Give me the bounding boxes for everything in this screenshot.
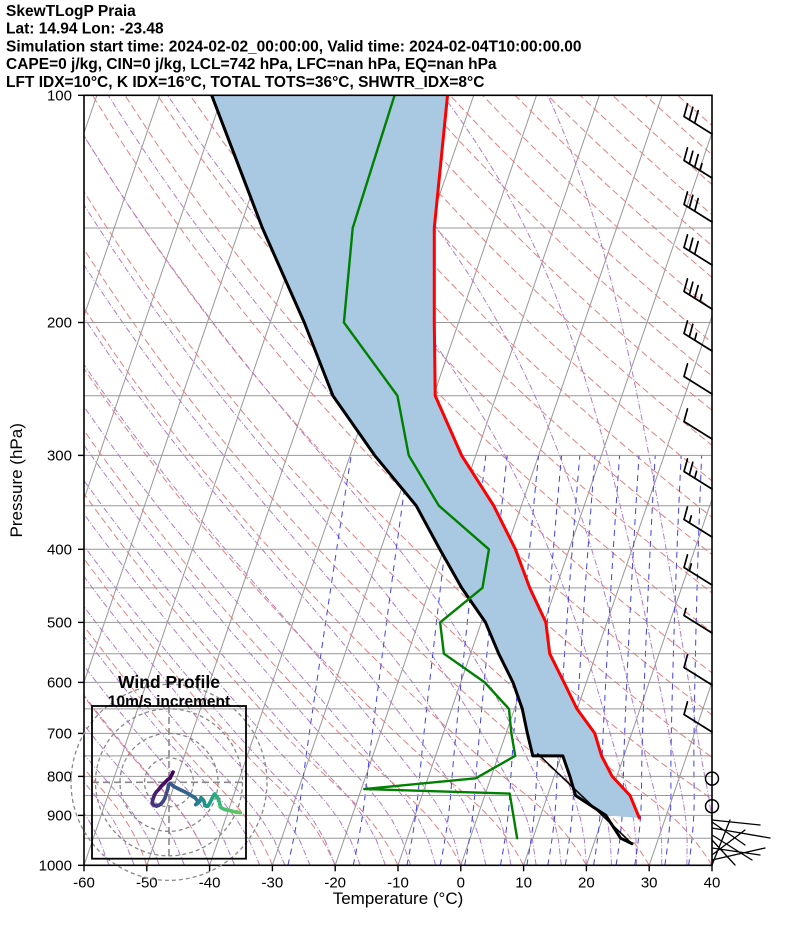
svg-text:-50: -50 [136,874,158,891]
svg-text:Simulation start time: 2024-02: Simulation start time: 2024-02-02_00:00:… [6,38,582,55]
svg-text:200: 200 [47,315,72,332]
svg-text:Wind Profile: Wind Profile [118,672,220,692]
svg-text:20: 20 [578,874,595,891]
svg-text:30: 30 [641,874,658,891]
svg-text:500: 500 [47,614,72,631]
svg-text:40: 40 [704,874,721,891]
svg-text:CAPE=0 j/kg, CIN=0 j/kg, LCL=7: CAPE=0 j/kg, CIN=0 j/kg, LCL=742 hPa, LF… [6,56,497,73]
svg-text:10: 10 [515,874,532,891]
svg-text:700: 700 [47,725,72,742]
svg-text:Temperature (°C): Temperature (°C) [333,889,464,908]
svg-text:900: 900 [47,807,72,824]
svg-text:400: 400 [47,541,72,558]
svg-text:800: 800 [47,768,72,785]
svg-text:-30: -30 [262,874,284,891]
svg-text:Lat: 14.94 Lon: -23.48: Lat: 14.94 Lon: -23.48 [6,21,164,38]
svg-text:SkewTLogP Praia: SkewTLogP Praia [6,3,136,20]
svg-text:600: 600 [47,674,72,691]
svg-text:1000: 1000 [39,857,72,874]
svg-text:LFT IDX=10°C, K IDX=16°C, TOTA: LFT IDX=10°C, K IDX=16°C, TOTAL TOTS=36°… [6,74,484,91]
svg-text:300: 300 [47,447,72,464]
svg-text:-60: -60 [73,874,95,891]
svg-text:Pressure (hPa): Pressure (hPa) [7,423,26,537]
svg-text:-40: -40 [199,874,221,891]
svg-text:10m/s increment: 10m/s increment [108,694,230,711]
